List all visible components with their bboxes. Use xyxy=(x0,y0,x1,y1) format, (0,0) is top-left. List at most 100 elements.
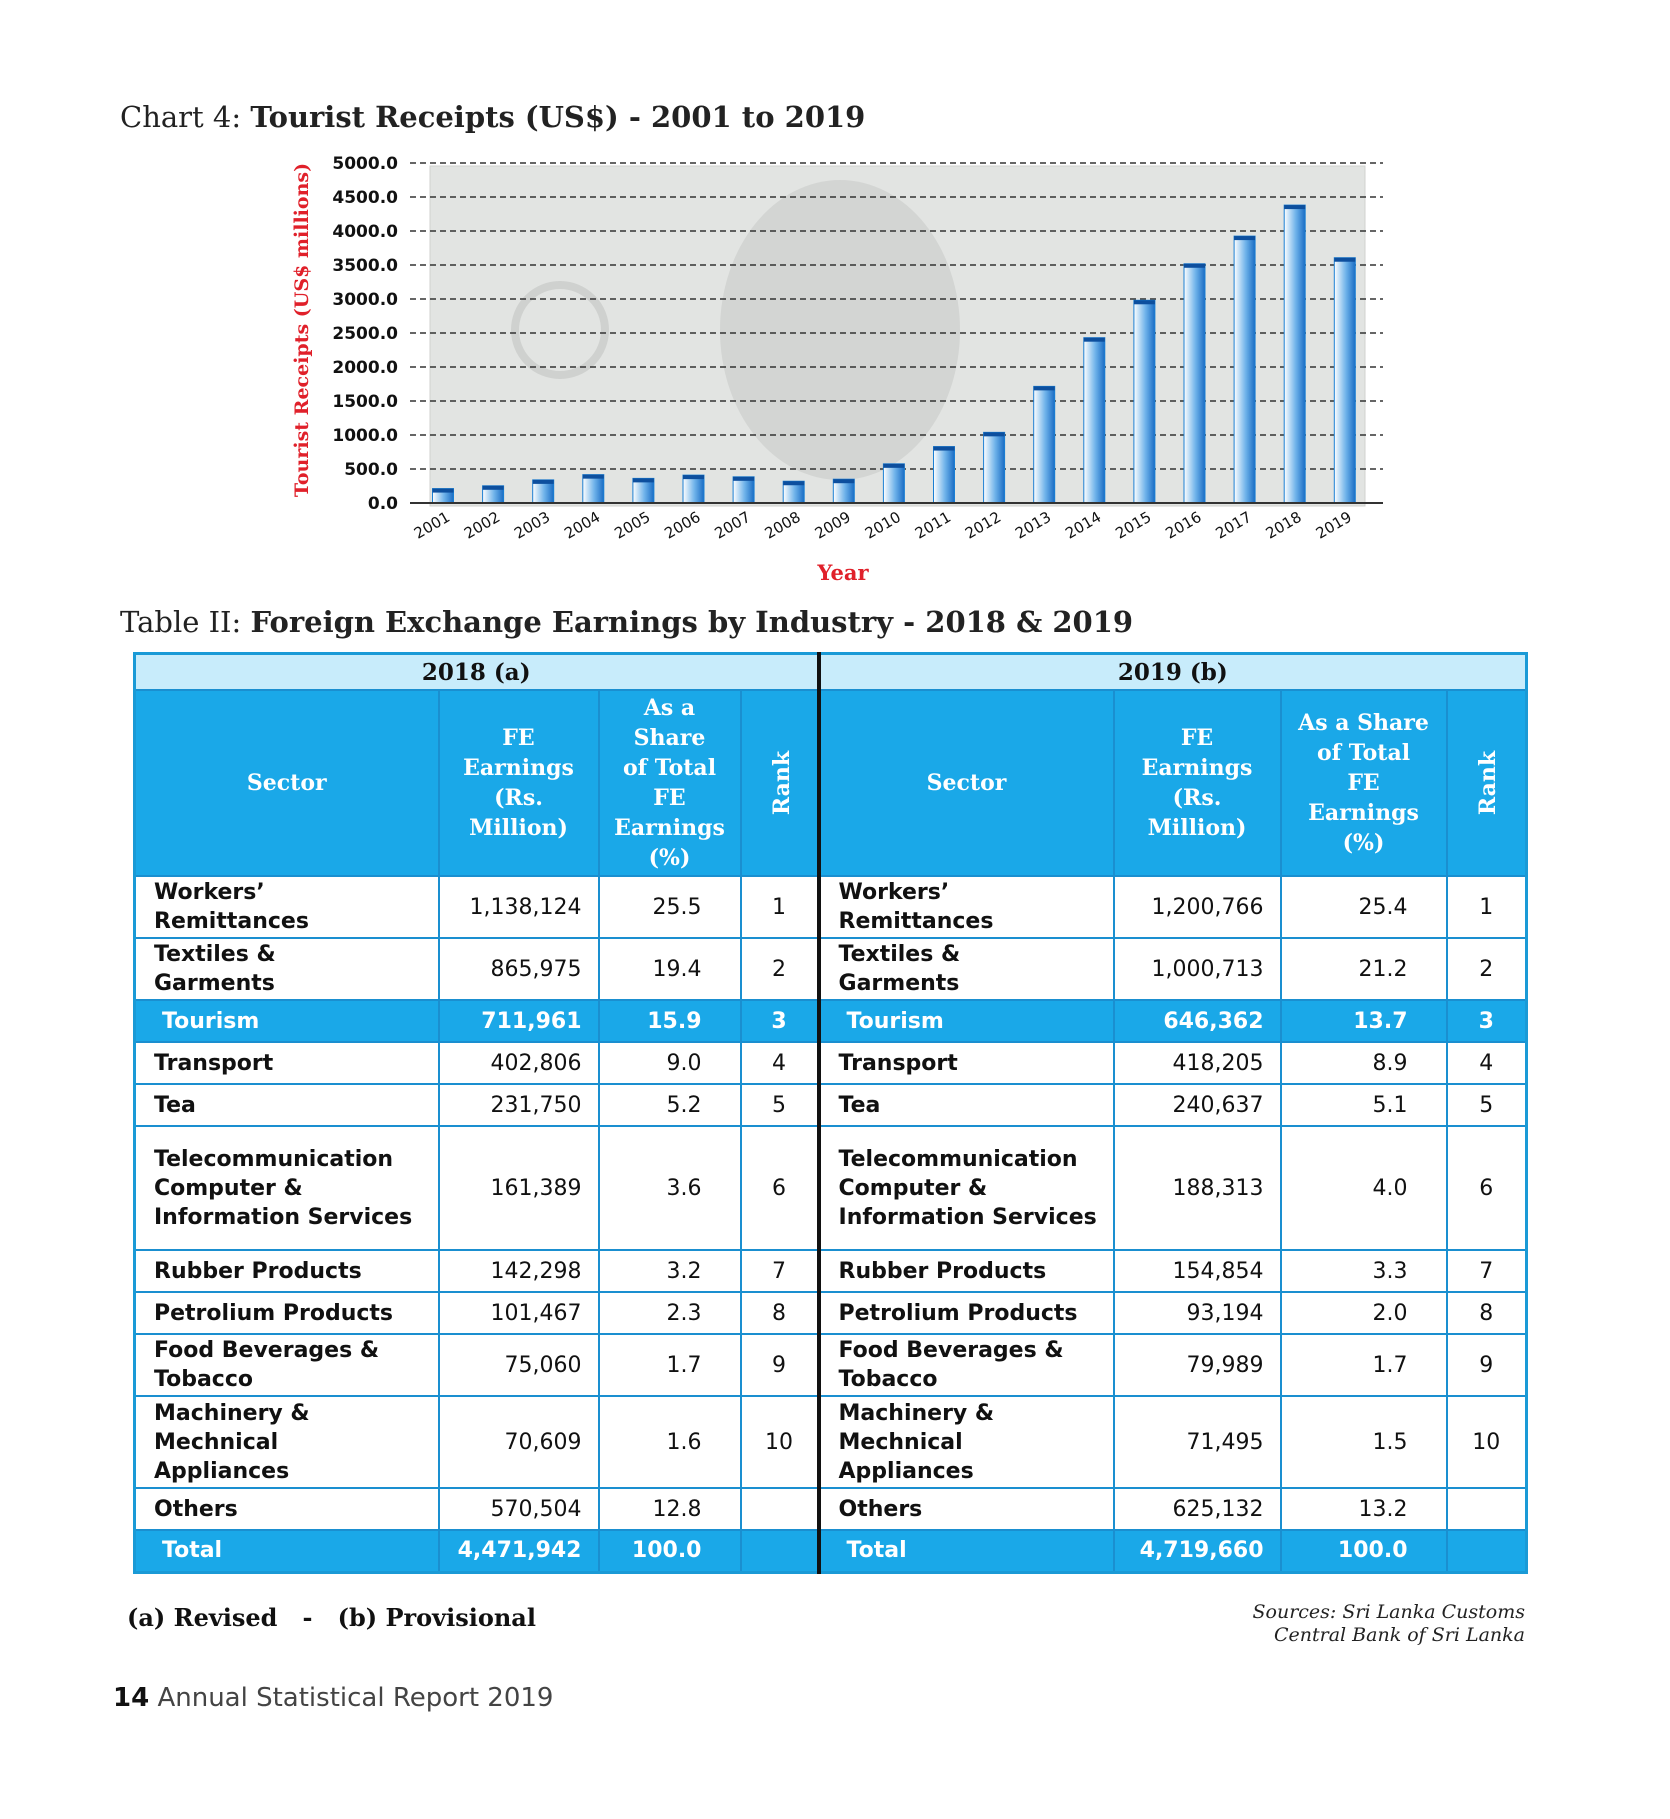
bar-cap xyxy=(683,475,704,480)
rank-cell-2018: 4 xyxy=(739,1041,820,1085)
y-tick-labels: 0.0 500.0 1000.0 1500.0 2000.0 2500.0 3000.0 35… xyxy=(332,154,398,514)
rank-cell-2018 xyxy=(739,1529,820,1573)
sector-cell-2019: Petrolium Products xyxy=(816,1291,1115,1335)
bar-cap xyxy=(1033,386,1055,391)
y-tick-label: 1500.0 xyxy=(332,392,398,412)
bar-cap xyxy=(1184,263,1205,268)
fe-earnings-cell-2019: 71,495 xyxy=(1112,1395,1282,1489)
rank-cell-2018: 7 xyxy=(739,1249,820,1293)
sector-cell-2018: Telecommunication Computer & Information S… xyxy=(133,1125,440,1251)
fe-earnings-cell-2019: 188,313 xyxy=(1112,1125,1282,1251)
x-axis-title: Year xyxy=(816,560,869,585)
table-title-prefix: Table II: xyxy=(120,605,251,639)
table-row: Telecommunication Computer & Information S… xyxy=(133,1125,1528,1251)
share-header-2019: As a Share of Total FE Earnings (%) xyxy=(1279,689,1448,877)
fe-earnings-cell-2019: 154,854 xyxy=(1112,1249,1282,1293)
sector-cell-2019: Workers’ Remittances xyxy=(816,875,1115,939)
fe-earnings-cell-2018: 101,467 xyxy=(437,1291,600,1335)
table-row: Transport 402,806 9.0 4 Transport 418,205 8.9 4 xyxy=(133,1041,1528,1085)
sector-cell-2018: Others xyxy=(133,1487,440,1531)
table-row: Rubber Products 142,298 3.2 7 Rubber Product… xyxy=(133,1249,1528,1293)
rank-cell-2018: 3 xyxy=(739,999,820,1043)
rank-cell-2018: 10 xyxy=(739,1395,820,1489)
bar-cap xyxy=(933,446,955,451)
fe-earnings-cell-2019: 625,132 xyxy=(1112,1487,1282,1531)
fe-earnings-cell-2019: 418,205 xyxy=(1112,1041,1282,1085)
chart-title: Chart 4: Tourist Receipts (US$) - 2001 t… xyxy=(120,100,865,134)
sector-cell-2018: Machinery & Mechnical Appliances xyxy=(133,1395,440,1489)
y-tick-label: 4000.0 xyxy=(332,222,398,242)
share-cell-2019: 13.2 xyxy=(1279,1487,1448,1531)
table-row: Tea 231,750 5.2 5 Tea 240,637 5.1 5 xyxy=(133,1083,1528,1127)
bar-cap xyxy=(983,432,1005,437)
share-cell-2019: 13.7 xyxy=(1279,999,1448,1043)
sector-cell-2018: Tourism xyxy=(133,999,440,1043)
sector-cell-2019: Machinery & Mechnical Appliances xyxy=(816,1395,1115,1489)
table-row: Petrolium Products 101,467 2.3 8 Petrolium P… xyxy=(133,1291,1528,1335)
rank-cell-2018: 6 xyxy=(739,1125,820,1251)
fe-earnings-cell-2018: 711,961 xyxy=(437,999,600,1043)
y-axis-title: Tourist Receipts (US$ millions) xyxy=(291,163,313,497)
x-tick-label: 2012 xyxy=(962,508,1004,543)
fe-earnings-cell-2018: 4,471,942 xyxy=(437,1529,600,1573)
bar-cap xyxy=(432,488,454,493)
share-cell-2019: 100.0 xyxy=(1279,1529,1448,1573)
rank-cell-2019: 2 xyxy=(1445,937,1528,1001)
bar-cap xyxy=(1284,205,1306,210)
rank-cell-2019: 10 xyxy=(1445,1395,1528,1489)
share-cell-2019: 1.7 xyxy=(1279,1333,1448,1397)
bar-cap xyxy=(482,485,504,490)
rank-cell-2018: 8 xyxy=(739,1291,820,1335)
sector-cell-2018: Textiles & Garments xyxy=(133,937,440,1001)
bar-cap xyxy=(783,481,805,486)
x-tick-labels: 2001 2002 2003 2004 2005 2006 2007 2008 2009 2010… xyxy=(411,508,1355,543)
share-cell-2018: 3.6 xyxy=(597,1125,742,1251)
tourist-receipts-chart: 0.0 500.0 1000.0 1500.0 2000.0 2500.0 3000.0 35… xyxy=(291,154,1383,585)
sector-cell-2019: Tea xyxy=(816,1083,1115,1127)
x-tick-label: 2016 xyxy=(1162,508,1204,543)
fe-earnings-cell-2018: 161,389 xyxy=(437,1125,600,1251)
bar-2004 xyxy=(582,474,605,504)
x-tick-label: 2004 xyxy=(561,508,603,543)
share-cell-2019: 3.3 xyxy=(1279,1249,1448,1293)
fe-earnings-cell-2019: 1,200,766 xyxy=(1112,875,1282,939)
share-cell-2018: 5.2 xyxy=(597,1083,742,1127)
share-cell-2018: 3.2 xyxy=(597,1249,742,1293)
table-row: Machinery & Mechnical Appliances 70,609 1.6 1… xyxy=(133,1395,1528,1489)
source-line-2: Central Bank of Sri Lanka xyxy=(1273,1624,1525,1646)
share-cell-2018: 12.8 xyxy=(597,1487,742,1531)
y-tick-label: 1000.0 xyxy=(332,426,398,446)
bar-2011 xyxy=(933,446,955,504)
note-separator: - xyxy=(302,1603,313,1632)
rank-cell-2018: 1 xyxy=(739,875,820,939)
x-tick-label: 2005 xyxy=(611,508,653,543)
fe-earnings-cell-2019: 4,719,660 xyxy=(1112,1529,1282,1573)
x-tick-label: 2018 xyxy=(1263,508,1305,543)
fe-earnings-table: 2018 (a) 2019 (b) Sector FE Earnings (Rs. … xyxy=(133,652,1529,1574)
rank-cell-2019: 3 xyxy=(1445,999,1528,1043)
table-row: Food Beverages & Tobacco 75,060 1.7 9 Food Be… xyxy=(133,1333,1528,1397)
fe-earnings-cell-2019: 79,989 xyxy=(1112,1333,1282,1397)
fe-earnings-header-2018: FE Earnings (Rs. Million) xyxy=(437,689,600,877)
rank-cell-2019 xyxy=(1445,1487,1528,1531)
table-row: Total 4,471,942 100.0 Total 4,719,660 100.0 xyxy=(133,1529,1528,1573)
sector-cell-2018: Workers’ Remittances xyxy=(133,875,440,939)
share-cell-2019: 2.0 xyxy=(1279,1291,1448,1335)
x-tick-label: 2002 xyxy=(461,508,503,543)
share-cell-2019: 21.2 xyxy=(1279,937,1448,1001)
rank-cell-2019 xyxy=(1445,1529,1528,1573)
table-row: Others 570,504 12.8 Others 625,132 13.2 xyxy=(133,1487,1528,1531)
fe-earnings-cell-2019: 646,362 xyxy=(1112,999,1282,1043)
bar-cap xyxy=(1334,257,1356,262)
bar-cap xyxy=(883,463,905,468)
table-title-bold: Foreign Exchange Earnings by Industry - … xyxy=(250,605,1134,639)
x-tick-label: 2008 xyxy=(762,508,804,543)
share-cell-2018: 1.6 xyxy=(597,1395,742,1489)
x-tick-label: 2015 xyxy=(1112,508,1154,543)
x-tick-label: 2007 xyxy=(712,508,754,543)
bar-cap xyxy=(532,479,554,484)
table-row: Textiles & Garments 865,975 19.4 2 Textiles &… xyxy=(133,937,1528,1001)
fe-earnings-cell-2018: 75,060 xyxy=(437,1333,600,1397)
x-tick-label: 2017 xyxy=(1213,508,1255,543)
rank-cell-2019: 7 xyxy=(1445,1249,1528,1293)
